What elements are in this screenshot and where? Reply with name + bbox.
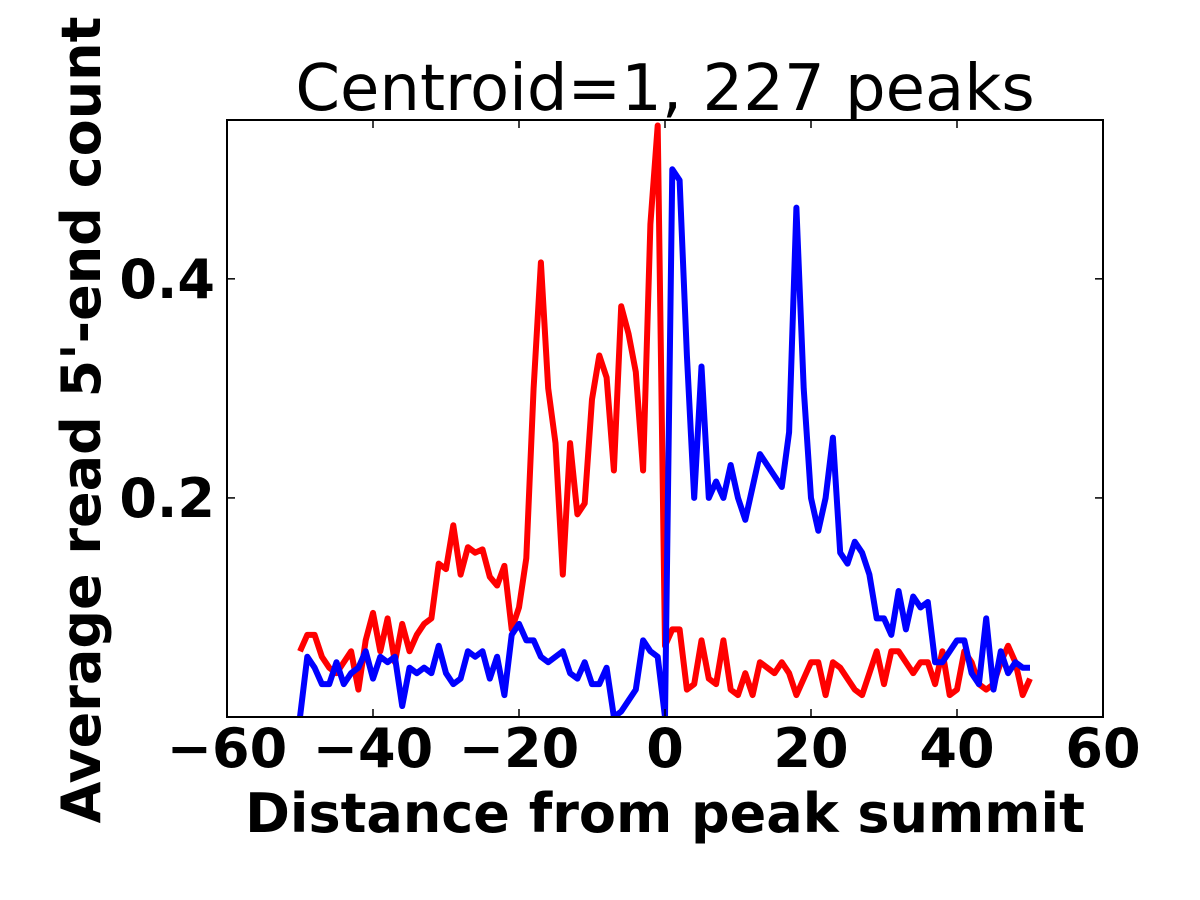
x-tick-label: 0 [646, 717, 684, 780]
y-axis-label: Average read 5'-end count [50, 17, 113, 824]
x-tick-label: −40 [313, 717, 433, 780]
x-tick-labels: −60 −40 −20 0 20 40 60 [167, 717, 1141, 780]
series-line-2 [297, 166, 1030, 717]
x-tick-label: −60 [167, 717, 287, 780]
x-tick-label: 20 [773, 717, 848, 780]
x-axis-label: Distance from peak summit [245, 782, 1085, 845]
y-tick-label: 0.4 [119, 248, 215, 311]
chart-title: Centroid=1, 227 peaks [295, 52, 1034, 126]
x-tick-label: 40 [919, 717, 994, 780]
x-tick-label: −20 [459, 717, 579, 780]
plot-frame [226, 119, 1104, 718]
y-tick-labels: 0.2 0.4 [119, 248, 215, 530]
tick-layer [226, 120, 1104, 717]
x-tick-label: 60 [1065, 717, 1140, 780]
y-tick-label: 0.2 [119, 467, 215, 530]
series-layer [297, 122, 1033, 717]
